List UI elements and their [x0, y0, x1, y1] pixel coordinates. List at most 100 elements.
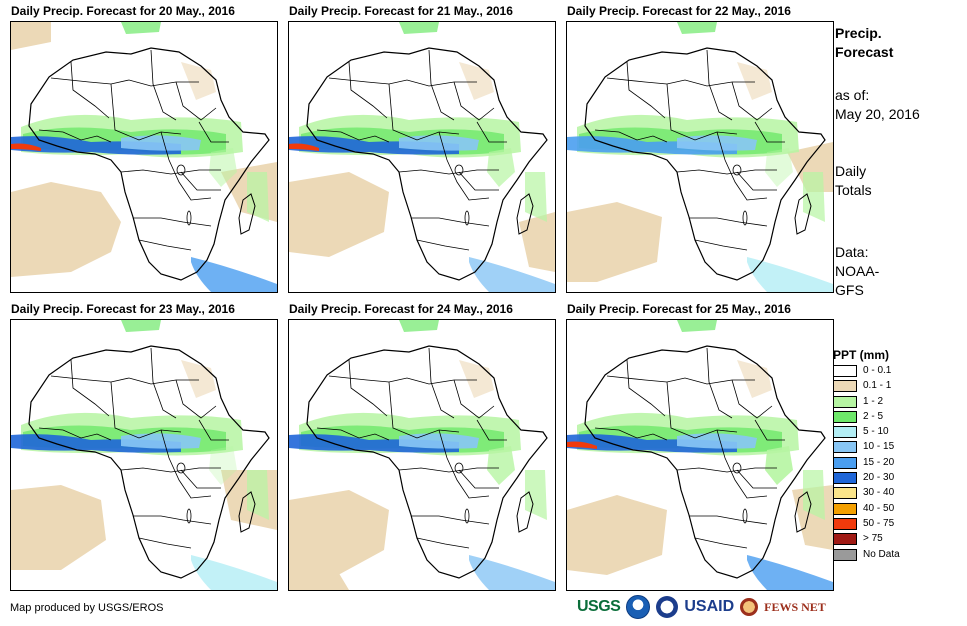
country-border	[676, 169, 777, 175]
legend-label: 40 - 50	[863, 502, 895, 514]
forecast-panel-5: Daily Precip. Forecast for 24 May., 2016	[288, 300, 556, 591]
country-border	[120, 467, 221, 473]
coastline	[794, 491, 812, 533]
rain-band	[247, 172, 269, 222]
legend-item: No Data	[833, 548, 963, 563]
legend-swatch	[833, 533, 857, 546]
country-border	[160, 429, 212, 499]
country-border	[198, 419, 229, 441]
coastline	[516, 491, 534, 533]
country-border	[316, 427, 390, 441]
map-svg	[11, 320, 277, 590]
rain-band	[11, 136, 181, 155]
rain-band	[247, 470, 269, 520]
dry-area	[289, 540, 349, 590]
country-border	[198, 121, 229, 143]
country-border	[453, 81, 495, 121]
rain-band	[209, 446, 237, 485]
side-totals: Daily Totals	[835, 162, 872, 200]
precip-map	[566, 21, 834, 293]
asof-label: as of:	[835, 87, 870, 103]
precip-map	[10, 319, 278, 591]
legend-swatch	[833, 502, 857, 515]
totals-line2: Totals	[835, 182, 872, 198]
country-border	[594, 427, 668, 441]
country-border	[175, 379, 217, 419]
country-border	[150, 49, 177, 121]
country-border	[694, 239, 748, 251]
dry-area	[289, 172, 389, 257]
legend-item: 15 - 20	[833, 456, 963, 471]
country-border	[676, 467, 777, 473]
legend-item: 0.1 - 1	[833, 379, 963, 394]
legend-swatch	[833, 487, 857, 500]
panel-title: Daily Precip. Forecast for 24 May., 2016	[289, 302, 513, 316]
legend-item: 50 - 75	[833, 517, 963, 532]
legend-label: 15 - 20	[863, 456, 895, 468]
lake	[732, 462, 742, 474]
country-border	[133, 515, 212, 525]
usgs-logo: USGS	[577, 598, 621, 615]
rain-band	[487, 148, 515, 187]
legend-swatch	[833, 472, 857, 485]
legend-item: 10 - 15	[833, 440, 963, 455]
country-border	[754, 121, 785, 143]
dry-area	[459, 62, 494, 100]
side-title-line1: Precip.	[835, 25, 882, 41]
country-border	[150, 347, 177, 419]
country-border	[388, 381, 460, 439]
coastline	[28, 47, 270, 281]
dry-area	[181, 360, 216, 398]
country-border	[110, 381, 182, 439]
legend-item: 20 - 30	[833, 471, 963, 486]
country-border	[666, 83, 738, 141]
country-border	[594, 129, 668, 143]
country-border	[180, 171, 221, 191]
coastline	[584, 345, 826, 579]
legend-label: 20 - 30	[863, 472, 895, 484]
legend-item: 2 - 5	[833, 410, 963, 425]
country-border	[398, 467, 499, 473]
dry-area	[11, 485, 106, 570]
dry-area	[567, 202, 662, 282]
data-line1: Data:	[835, 244, 869, 260]
country-border	[416, 537, 470, 549]
lake	[742, 210, 748, 226]
rain-band	[121, 320, 161, 332]
legend-swatch	[833, 456, 857, 469]
lake	[742, 508, 748, 524]
lake	[732, 164, 742, 176]
legend-label: No Data	[863, 548, 900, 560]
coastline	[794, 193, 812, 235]
side-title: Precip. Forecast	[835, 24, 893, 62]
side-title-line2: Forecast	[835, 44, 894, 60]
country-border	[476, 419, 507, 441]
precip-map	[288, 319, 556, 591]
country-border	[138, 239, 192, 251]
country-border	[706, 49, 733, 121]
rain-band	[487, 446, 515, 485]
country-border	[180, 469, 221, 489]
forecast-panel-1: Daily Precip. Forecast for 20 May., 2016	[10, 2, 278, 293]
rain-band	[399, 320, 439, 332]
country-border	[736, 469, 777, 489]
country-border	[458, 469, 499, 489]
dry-area	[459, 360, 494, 398]
legend-swatch	[833, 395, 857, 408]
data-line3: GFS	[835, 282, 864, 298]
forecast-panel-2: Daily Precip. Forecast for 21 May., 2016	[288, 2, 556, 293]
country-border	[133, 217, 212, 227]
rain-band	[11, 434, 181, 453]
forecast-panel-4: Daily Precip. Forecast for 23 May., 2016	[10, 300, 278, 591]
legend-label: 50 - 75	[863, 517, 895, 529]
legend-swatch	[833, 410, 857, 423]
panel-title: Daily Precip. Forecast for 20 May., 2016	[11, 4, 235, 18]
map-credit: Map produced by USGS/EROS	[10, 602, 164, 614]
rain-band	[765, 446, 793, 485]
country-border	[689, 515, 768, 525]
rain-band	[209, 148, 237, 187]
rain-band	[677, 22, 717, 34]
country-border	[411, 217, 490, 227]
dry-area	[11, 22, 51, 50]
coastline	[306, 345, 548, 579]
